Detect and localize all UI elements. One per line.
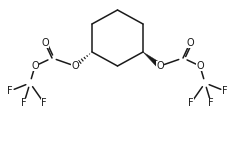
Text: O: O (41, 38, 49, 48)
Polygon shape (143, 52, 162, 68)
Text: O: O (31, 61, 39, 71)
Text: F: F (21, 98, 27, 108)
Text: F: F (208, 98, 214, 108)
Text: O: O (71, 61, 79, 71)
Text: O: O (196, 61, 204, 71)
Text: F: F (7, 86, 13, 96)
Text: F: F (222, 86, 228, 96)
Text: O: O (186, 38, 194, 48)
Text: F: F (41, 98, 47, 108)
Text: F: F (188, 98, 194, 108)
Text: O: O (156, 61, 164, 71)
